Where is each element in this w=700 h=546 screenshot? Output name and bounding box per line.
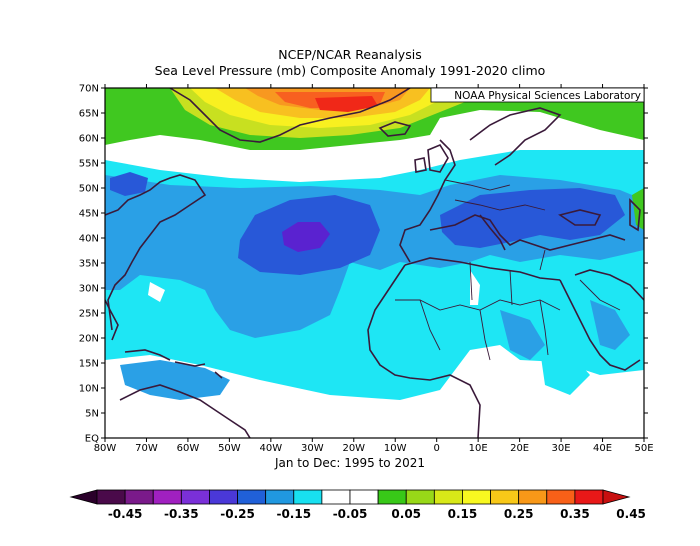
colorbar-swatch bbox=[574, 489, 604, 505]
lon-label: 20E bbox=[510, 443, 529, 454]
lon-label: 80W bbox=[94, 443, 117, 454]
colorbar-swatch bbox=[405, 489, 435, 505]
lon-label: 30W bbox=[301, 443, 324, 454]
colorbar-swatch bbox=[462, 489, 491, 505]
colorbar-label: -0.05 bbox=[333, 507, 368, 521]
lat-label: 10N bbox=[79, 384, 99, 395]
map-title: NCEP/NCAR Reanalysis bbox=[278, 47, 422, 62]
lon-label: 20W bbox=[342, 443, 365, 454]
lat-label: 55N bbox=[79, 159, 99, 170]
colorbar-end-left bbox=[69, 489, 98, 505]
colorbar-swatch bbox=[377, 489, 407, 505]
colorbar-swatch bbox=[490, 489, 520, 505]
neutral-patch bbox=[470, 270, 480, 305]
lon-label: 50E bbox=[634, 443, 653, 454]
strong-negative-europe bbox=[440, 188, 625, 248]
lon-label: 30E bbox=[552, 443, 571, 454]
neutral-region-south bbox=[105, 345, 644, 438]
lon-label: 10E bbox=[469, 443, 488, 454]
country-borders bbox=[395, 179, 621, 361]
lat-label: 45N bbox=[79, 209, 99, 220]
lat-label: 25N bbox=[79, 309, 99, 320]
colorbar-swatch bbox=[209, 489, 238, 505]
strong-negative-newfoundland bbox=[110, 172, 148, 196]
lon-label: 50W bbox=[218, 443, 241, 454]
lat-label: 40N bbox=[79, 234, 99, 245]
strongest-negative-atlantic bbox=[282, 222, 330, 252]
colorbar-label: 0.35 bbox=[560, 507, 590, 521]
moderate-negative-caribbean bbox=[120, 360, 230, 400]
colorbar: -0.45 -0.35 -0.25 -0.15 -0.05 0.05 0.15 0.25 0.3… bbox=[69, 489, 646, 521]
moderate-negative-arabia bbox=[590, 300, 630, 350]
lat-label: 70N bbox=[79, 84, 99, 95]
colorbar-swatch bbox=[96, 489, 126, 505]
colorbar-swatch bbox=[433, 489, 463, 505]
colorbar-label: -0.45 bbox=[108, 507, 143, 521]
colorbar-swatch bbox=[349, 489, 379, 505]
lon-label: 40E bbox=[593, 443, 612, 454]
colorbar-label: 0.45 bbox=[616, 507, 646, 521]
colorbar-swatch bbox=[152, 489, 182, 505]
lat-label: 5N bbox=[85, 409, 99, 420]
lat-label: 65N bbox=[79, 109, 99, 120]
colorbar-label: -0.35 bbox=[164, 507, 199, 521]
weak-negative-africa bbox=[540, 350, 590, 395]
map-subtitle: Sea Level Pressure (mb) Composite Anomal… bbox=[154, 63, 546, 78]
colorbar-swatch bbox=[265, 489, 295, 505]
lat-label: 60N bbox=[79, 134, 99, 145]
colorbar-end-right bbox=[602, 489, 631, 505]
lat-label: EQ bbox=[85, 434, 99, 445]
lon-label: 10W bbox=[384, 443, 407, 454]
colorbar-label: -0.15 bbox=[276, 507, 311, 521]
latitude-axis: EQ 5N 10N 15N 20N 25N 30N 35N 40N 45N 50N 55N 60N 65N… bbox=[79, 84, 648, 445]
extreme-positive-core bbox=[315, 96, 378, 112]
neutral-patch bbox=[148, 282, 165, 302]
lon-label: 40W bbox=[260, 443, 283, 454]
lat-label: 30N bbox=[79, 284, 99, 295]
colorbar-swatch bbox=[546, 489, 576, 505]
colorbar-swatch bbox=[321, 489, 351, 505]
coastlines bbox=[105, 88, 644, 438]
lon-label: 60W bbox=[177, 443, 200, 454]
colorbar-swatch bbox=[293, 489, 323, 505]
credit-text: NOAA Physical Sciences Laboratory bbox=[454, 90, 641, 102]
colorbar-swatch bbox=[180, 489, 210, 505]
lat-label: 15N bbox=[79, 359, 99, 370]
colorbar-label: 0.05 bbox=[391, 507, 421, 521]
colorbar-label: -0.25 bbox=[220, 507, 255, 521]
lon-label: 70W bbox=[135, 443, 158, 454]
time-period-label: Jan to Dec: 1995 to 2021 bbox=[274, 456, 425, 470]
longitude-axis: 80W 70W 60W 50W 40W 30W 20W 10W 0 10E 20E 30E 40E 50E bbox=[94, 84, 654, 454]
lat-label: 20N bbox=[79, 334, 99, 345]
lon-label: 0 bbox=[434, 443, 440, 454]
colorbar-label: 0.15 bbox=[448, 507, 478, 521]
colorbar-swatch bbox=[237, 489, 267, 505]
lat-label: 35N bbox=[79, 259, 99, 270]
anomaly-field bbox=[105, 88, 644, 438]
lat-label: 50N bbox=[79, 184, 99, 195]
moderate-negative-africa bbox=[500, 310, 545, 360]
credit-box bbox=[430, 87, 645, 103]
colorbar-label: 0.25 bbox=[504, 507, 534, 521]
colorbar-swatch bbox=[518, 489, 548, 505]
colorbar-swatch bbox=[124, 489, 154, 505]
